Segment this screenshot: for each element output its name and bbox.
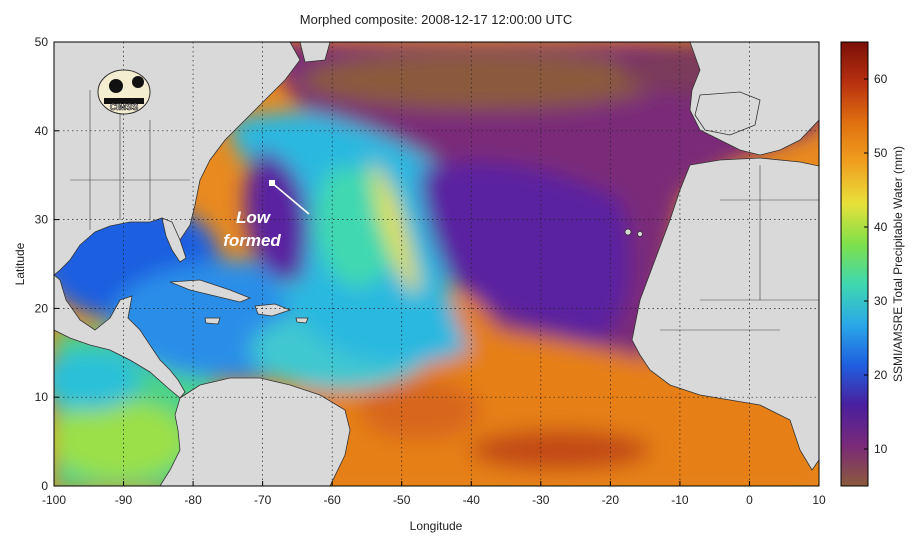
annotation-marker [269, 180, 275, 186]
colorbar: 10 20 30 40 50 60 SSMI/AMSRE Total Precipitab… [840, 41, 905, 487]
colorbar-tick-label: 60 [874, 72, 888, 86]
colorbar-tick-label: 20 [874, 368, 888, 382]
y-axis-label: Latitude [13, 242, 27, 285]
jamaica [204, 317, 221, 325]
y-tick-label: 20 [35, 301, 49, 315]
y-tick-label: 30 [35, 213, 49, 227]
x-axis-label: Longitude [410, 519, 463, 533]
x-tick-label: -70 [254, 493, 272, 507]
x-tick-label: -90 [115, 493, 133, 507]
colorbar-scale [840, 41, 869, 487]
x-axis: -100 -90 -80 -70 -60 -50 -40 -30 -20 -10 0 10 [42, 481, 826, 507]
x-tick-label: -50 [393, 493, 411, 507]
x-tick-label: -30 [532, 493, 550, 507]
cimss-logo: CIMSS [97, 69, 151, 115]
cuba [169, 279, 252, 303]
x-tick-label: -100 [42, 493, 66, 507]
map-grid [54, 42, 819, 486]
borders [70, 90, 819, 331]
iberia [694, 91, 761, 136]
florida [161, 217, 187, 263]
map-title: Morphed composite: 2008-12-17 12:00:00 U… [300, 12, 572, 27]
logo-text: CIMSS [110, 102, 139, 112]
colorbar-tick-label: 40 [874, 220, 888, 234]
colorbar-tick-label: 10 [874, 442, 888, 456]
x-tick-label: -20 [602, 493, 620, 507]
x-tick-label: -60 [324, 493, 342, 507]
y-tick-label: 10 [35, 390, 49, 404]
x-tick-label: -40 [463, 493, 481, 507]
x-tick-label: 10 [812, 493, 826, 507]
newfoundland [299, 42, 331, 63]
south-america [159, 377, 351, 486]
annotation-arrow [271, 182, 310, 215]
x-tick-label: -10 [671, 493, 689, 507]
low-annotation: Low formed [223, 180, 310, 250]
central-america [54, 274, 186, 399]
colorbar-tick-label: 50 [874, 146, 888, 160]
y-tick-label: 0 [41, 479, 48, 493]
colorbar-ticks: 10 20 30 40 50 60 [864, 72, 888, 456]
map-frame [53, 41, 820, 487]
x-tick-label: -80 [184, 493, 202, 507]
y-tick-label: 50 [35, 35, 49, 49]
y-axis: 0 10 20 30 40 50 [35, 35, 59, 493]
africa [631, 157, 819, 471]
y-tick-label: 40 [35, 124, 49, 138]
x-tick-label: 0 [746, 493, 753, 507]
hispaniola [254, 303, 292, 317]
annotation-line1: Low [236, 208, 272, 227]
puerto-rico [295, 317, 309, 324]
colorbar-label: SSMI/AMSRE Total Precipitable Water (mm) [891, 146, 905, 382]
map-area: CIMSS Low formed [54, 42, 819, 486]
colorbar-tick-label: 30 [874, 294, 888, 308]
annotation-line2: formed [223, 231, 281, 250]
